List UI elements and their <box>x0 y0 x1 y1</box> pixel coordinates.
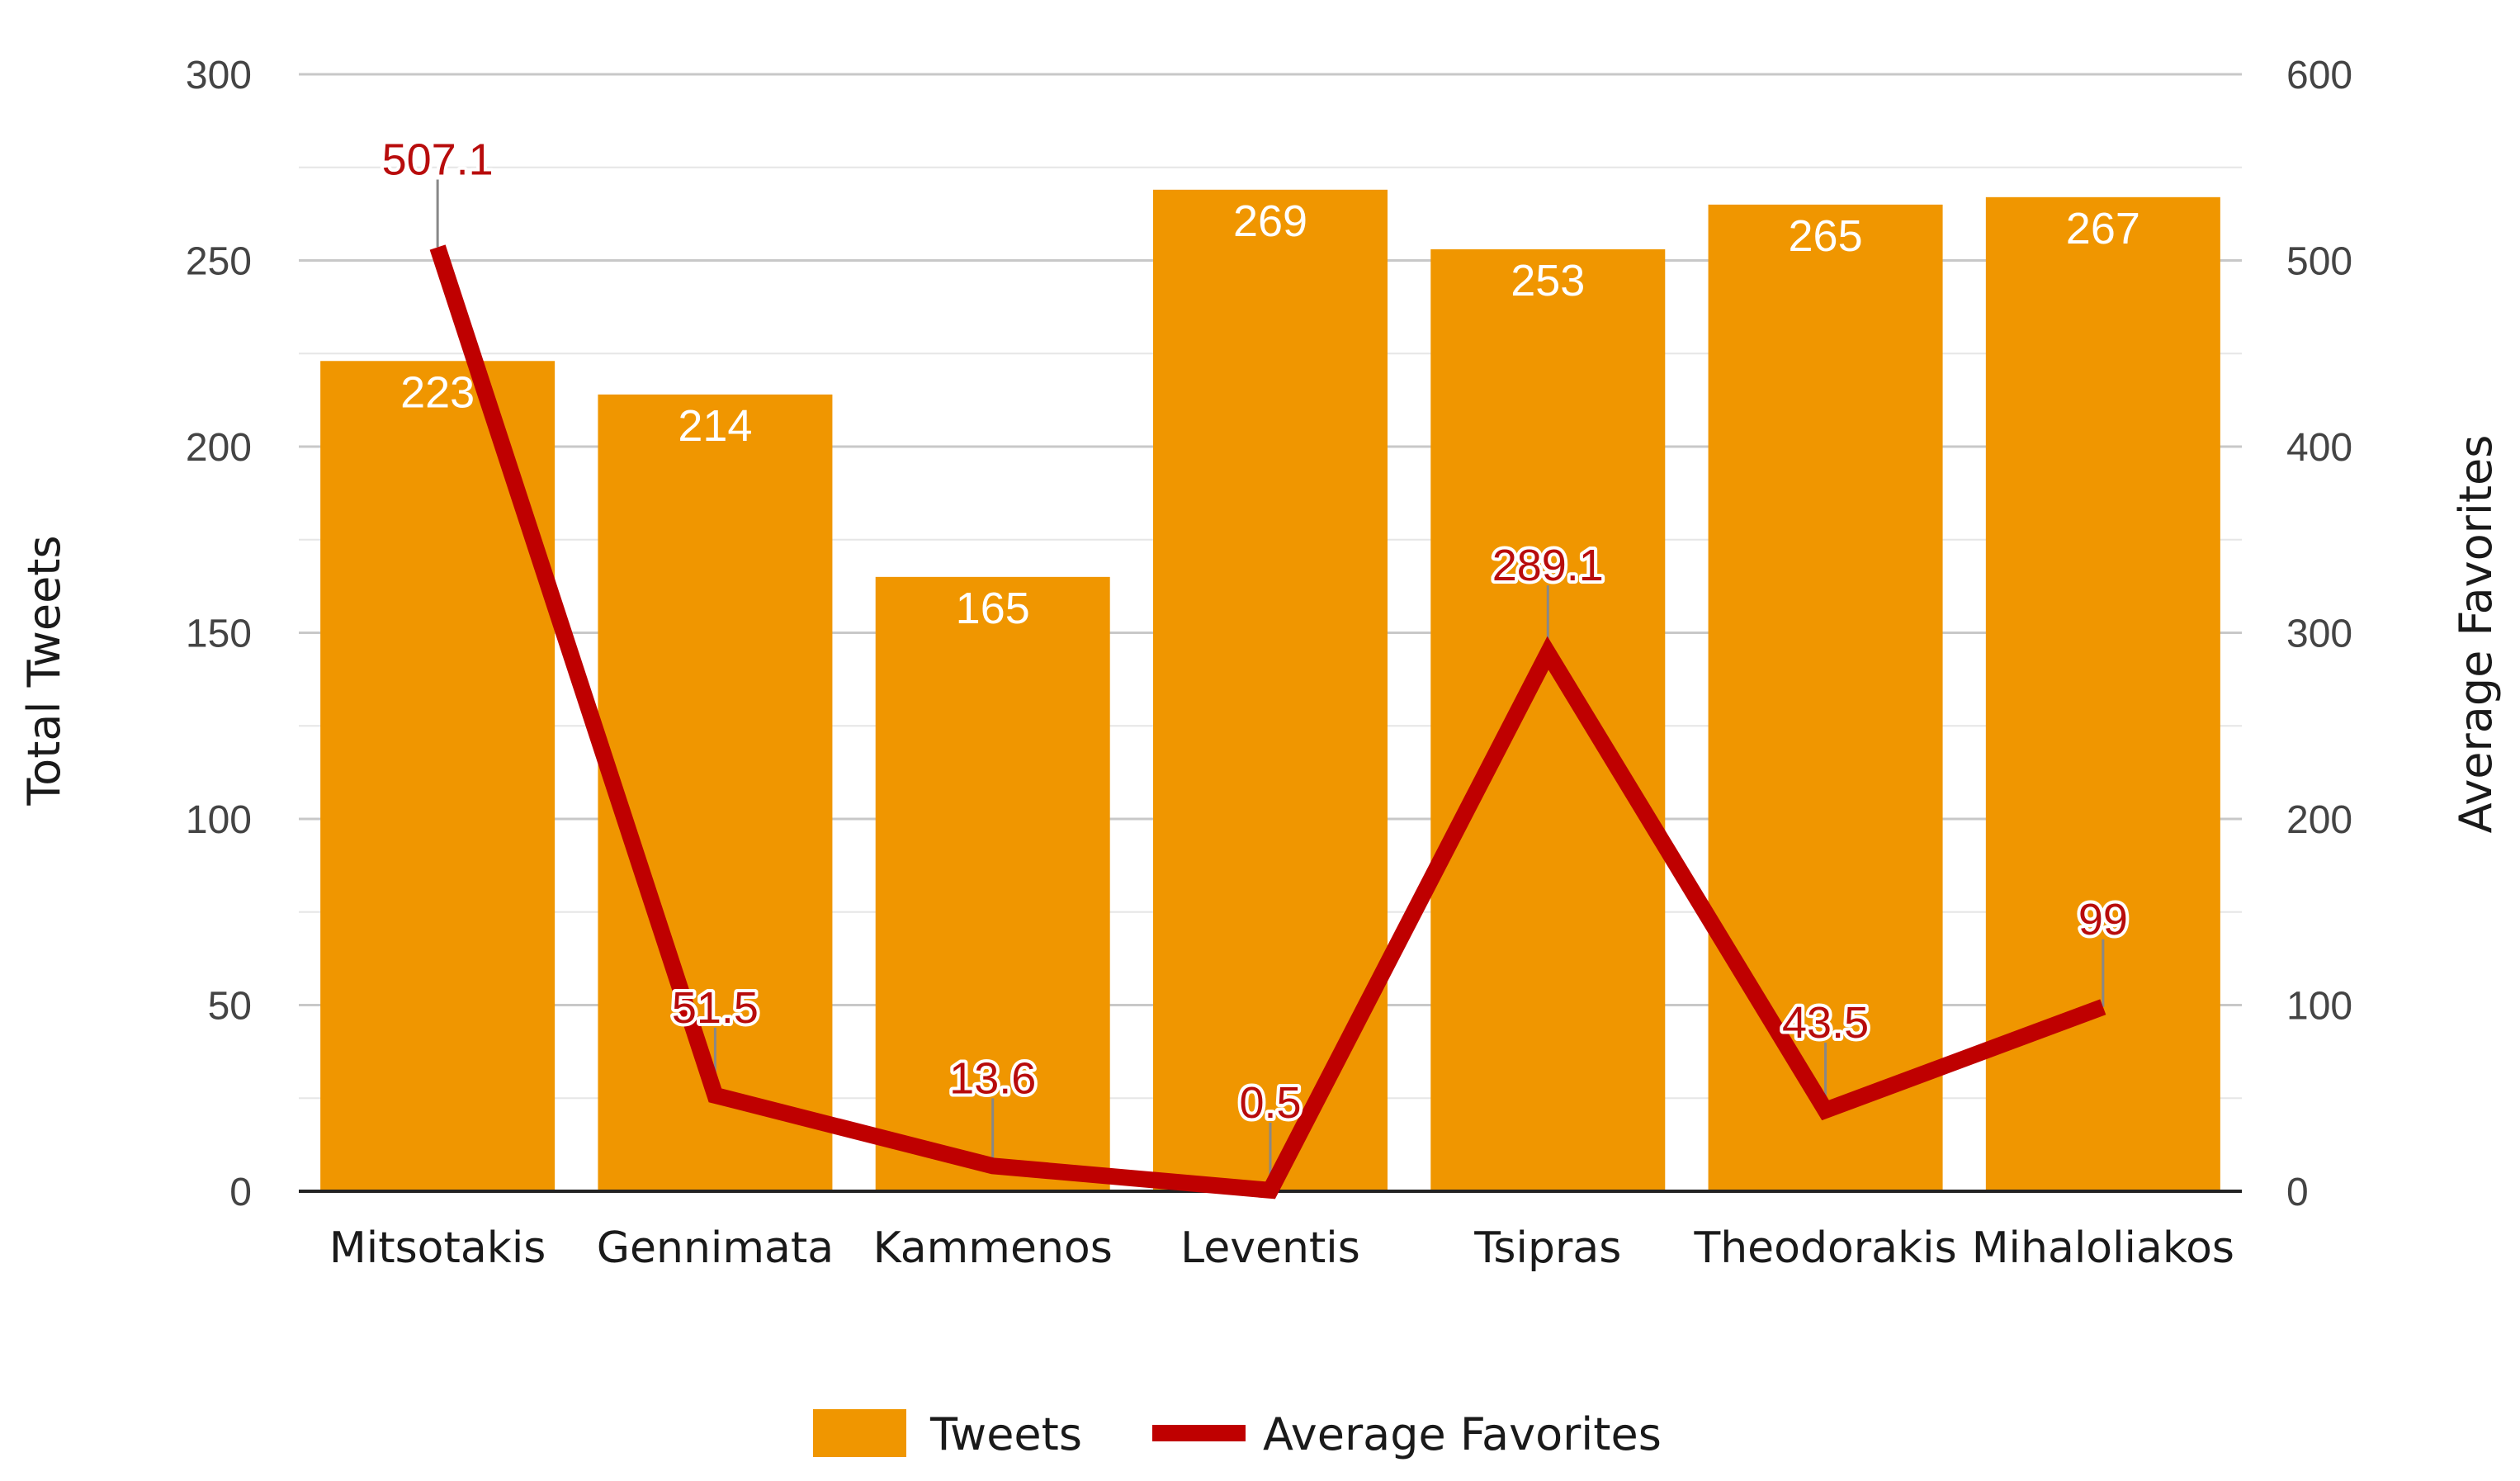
right-tick-label: 300 <box>2286 613 2352 656</box>
legend-tweets-label: Tweets <box>929 1408 1082 1460</box>
left-tick-label: 300 <box>186 54 252 97</box>
category-label: Mihaloliakos <box>1972 1223 2234 1273</box>
tweets-bar-label: 253 <box>1511 256 1585 305</box>
average-favorites-label: 43.5 <box>1782 998 1869 1048</box>
legend-average-favorites-swatch <box>1152 1425 1246 1441</box>
average-favorites-label: 99 <box>2078 895 2128 944</box>
tweets-bar-label: 165 <box>956 584 1030 633</box>
left-tick-label: 200 <box>186 426 252 470</box>
average-favorites-label: 13.6 <box>949 1053 1036 1103</box>
right-tick-label: 600 <box>2286 54 2352 97</box>
left-tick-label: 150 <box>186 613 252 656</box>
category-label: Tsipras <box>1473 1223 1621 1273</box>
average-favorites-line <box>429 244 2106 1199</box>
right-tick-label: 500 <box>2286 240 2352 284</box>
category-label: Gennimata <box>597 1223 834 1273</box>
category-label: Theodorakis <box>1693 1223 1956 1273</box>
legend-tweets-swatch <box>813 1409 906 1457</box>
tweets-bar <box>1430 248 1666 1192</box>
legend: Tweets Average Favorites <box>813 1408 1662 1460</box>
average-favorites-label: 289.1 <box>1492 541 1604 590</box>
tweets-bar-label: 223 <box>400 367 475 417</box>
left-tick-label: 0 <box>229 1171 252 1214</box>
right-tick-label: 200 <box>2286 798 2352 842</box>
left-tick-label: 50 <box>208 985 252 1029</box>
tweets-bar <box>875 576 1110 1191</box>
right-tick-label: 100 <box>2286 985 2352 1029</box>
average-favorites-label: 0.5 <box>1239 1078 1301 1128</box>
tweets-bar <box>1708 204 1943 1192</box>
legend-average-favorites-label: Average Favorites <box>1263 1408 1662 1460</box>
tweets-bars <box>320 189 2220 1192</box>
category-label: Mitsotakis <box>329 1223 546 1273</box>
left-y-axis-title: Total Tweets <box>18 535 70 806</box>
left-tick-label: 100 <box>186 798 252 842</box>
right-tick-label: 0 <box>2286 1171 2309 1214</box>
category-label: Kammenos <box>873 1223 1113 1273</box>
tweets-bar-label: 265 <box>1789 211 1863 261</box>
tweets-bar-label: 267 <box>2066 204 2140 253</box>
tweets-bar <box>1985 196 2220 1192</box>
average-favorites-label: 51.5 <box>672 983 759 1033</box>
average-favorites-label: 507.1 <box>382 135 494 184</box>
right-y-axis-ticks: 0 100 200 300 400 500 600 <box>2286 54 2352 1214</box>
tweets-bar-label: 269 <box>1233 196 1307 246</box>
average-favorites-labels: 507.1 51.5 13.6 0.5 289.1 43.5 99 <box>379 131 2131 1130</box>
right-y-axis-title: Average Favorites <box>2450 435 2502 834</box>
left-tick-label: 250 <box>186 240 252 284</box>
left-y-axis-ticks: 0 50 100 150 200 250 300 <box>186 54 252 1214</box>
tweets-bar-labels: 223 214 165 269 253 265 267 <box>400 196 2140 633</box>
right-tick-label: 400 <box>2286 426 2352 470</box>
tweets-bar-label: 214 <box>678 401 752 451</box>
category-label: Leventis <box>1180 1223 1360 1273</box>
x-axis-category-labels: Mitsotakis Gennimata Kammenos Leventis Tsipr… <box>329 1223 2234 1273</box>
